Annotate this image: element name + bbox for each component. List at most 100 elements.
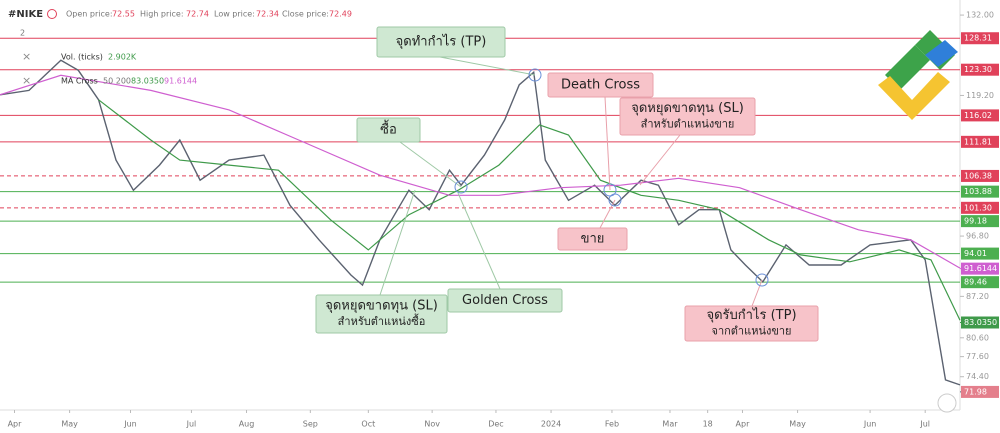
annotation-box (315, 294, 448, 334)
series-line (0, 59, 961, 386)
annotation-text: จากตำแหน่งขาย (712, 325, 792, 338)
logo-green (885, 45, 930, 90)
annotation-box (356, 117, 421, 143)
y-tick-label: 132.00 (966, 11, 994, 20)
x-tick-label: Aug (239, 420, 255, 429)
annotation-text: จุดหยุดขาดทุน (SL) (631, 101, 744, 116)
scroll-button[interactable] (937, 393, 957, 413)
pointer (599, 199, 616, 229)
annotation-text: จุดหยุดขาดทุน (SL) (325, 299, 438, 314)
x-tick-label: 18 (703, 420, 713, 429)
level-label-bg (961, 109, 999, 122)
level-label-bg (961, 276, 999, 289)
ma-params: 50 200 (103, 77, 131, 86)
open-label: Open price: (66, 10, 113, 19)
annotation-box (547, 72, 654, 98)
high-label: High price: (140, 10, 184, 19)
symbol: #NIKE (8, 9, 43, 20)
last-value-label-bg (961, 262, 999, 275)
annotation-text: ขาย (581, 232, 605, 247)
level-label: 106.38 (964, 171, 992, 180)
pointer (379, 189, 416, 296)
annotation-box (557, 227, 628, 251)
annotation-text: จุดทำกำไร (TP) (396, 34, 487, 50)
open-value: 72.55 (112, 10, 135, 19)
last-value-label-bg (961, 316, 999, 329)
level-label: 89.46 (964, 278, 987, 287)
last-value-label-bg (961, 385, 999, 398)
clock-icon[interactable] (47, 9, 57, 19)
level-label: 128.31 (964, 34, 992, 43)
ma-name: MA Cross (61, 77, 98, 86)
pointer (439, 56, 536, 76)
last-value-label: 83.0350 (964, 318, 997, 327)
y-tick-label: 87.20 (966, 292, 989, 301)
pointer (751, 279, 763, 307)
y-tick-label: 77.60 (966, 352, 989, 361)
pointer (604, 96, 611, 191)
annotation-box (447, 288, 563, 313)
annotation-text: สำหรับตำแหน่งขาย (641, 118, 735, 131)
close-value: 72.49 (329, 10, 352, 19)
x-tick-label: Mar (662, 420, 678, 429)
vol-name: Vol. (ticks) (61, 53, 103, 62)
x-tick-label: May (61, 420, 78, 429)
x-tick-label: Jun (123, 420, 137, 429)
y-tick-label: 80.60 (966, 333, 989, 342)
pointer (457, 192, 501, 290)
interval[interactable]: 2 (20, 29, 25, 38)
close-icon[interactable]: × (22, 74, 31, 87)
x-tick-label: May (789, 420, 806, 429)
low-value: 72.34 (256, 10, 279, 19)
level-label: 99.18 (964, 217, 987, 226)
level-label-bg (961, 201, 999, 214)
marker-circle (528, 68, 542, 82)
logo (878, 30, 958, 120)
ma50-value: 83.0350 (131, 77, 164, 86)
x-tick-label: Jun (863, 420, 877, 429)
y-tick-label: 74.40 (966, 372, 989, 381)
x-tick-label: Feb (605, 420, 619, 429)
pointer (639, 134, 681, 186)
annotation-text: ซื้อ (380, 120, 397, 138)
high-value: 72.74 (186, 10, 209, 19)
level-label-bg (961, 247, 999, 260)
last-value-label: 71.98 (964, 387, 987, 396)
annotation-box (376, 26, 506, 58)
y-tick-label: 96.80 (966, 232, 989, 241)
header: #NIKE Open price: 72.55 High price: 72.7… (8, 9, 352, 87)
vol-value: 2.902K (108, 53, 137, 62)
x-tick-label: Oct (361, 420, 375, 429)
x-tick-label: Apr (8, 420, 23, 429)
level-label: 123.30 (964, 65, 992, 74)
low-label: Low price: (214, 10, 255, 19)
close-icon[interactable]: × (22, 50, 31, 63)
series-line (98, 99, 961, 321)
logo-yellow (878, 72, 950, 120)
annotation-box (684, 305, 819, 342)
annotation-box (619, 97, 756, 136)
marker-circle (454, 180, 468, 194)
annotation-text: Death Cross (561, 78, 640, 93)
level-label-bg (961, 169, 999, 182)
series-line (0, 74, 961, 269)
annotation-text: จุดรับกำไร (TP) (706, 307, 796, 323)
level-label: 94.01 (964, 249, 987, 258)
close-label: Close price: (282, 10, 329, 19)
annotation-pointers (379, 56, 769, 307)
level-label: 111.81 (964, 137, 992, 146)
level-label: 103.88 (964, 187, 992, 196)
pointer (399, 141, 462, 188)
level-label: 116.02 (964, 111, 992, 120)
level-label-bg (961, 185, 999, 198)
marker-circle (608, 193, 622, 207)
x-tick-label: Jul (186, 420, 197, 429)
ma200-value: 91.6144 (164, 77, 197, 86)
x-tick-label: Nov (424, 420, 440, 429)
level-label-bg (961, 135, 999, 148)
logo-blue (925, 40, 958, 67)
x-tick-label: Jul (919, 420, 930, 429)
marker-circle (755, 273, 769, 287)
